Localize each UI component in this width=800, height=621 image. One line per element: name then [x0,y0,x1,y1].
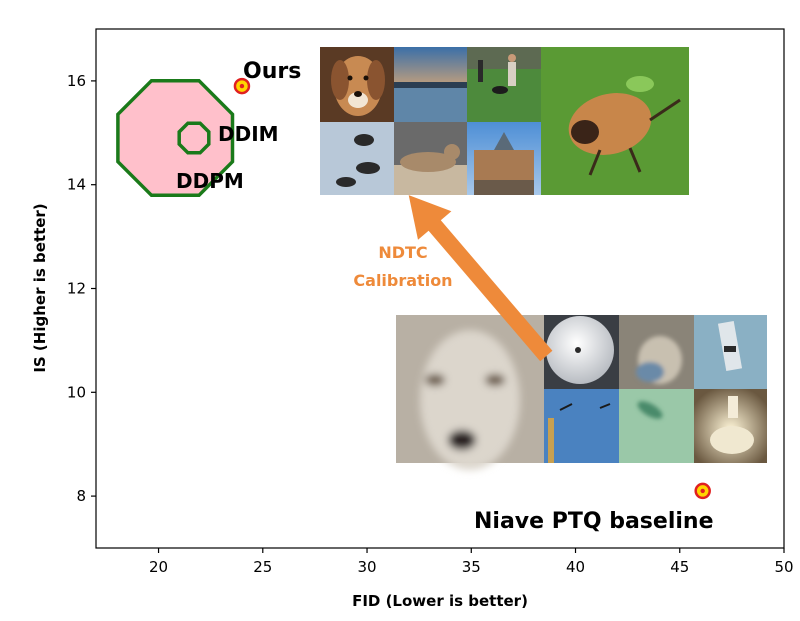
x-axis: 20 25 30 35 40 45 50 [149,548,794,576]
x-tick-label: 25 [253,558,272,576]
label-calibration: Calibration [353,271,452,290]
image-seal [394,122,467,195]
image-lake-sunset [394,47,467,122]
image-building [467,122,541,195]
label-ptq-baseline: Niave PTQ baseline [474,509,714,534]
image-bug-on-grass [541,47,689,195]
image-dog [320,47,394,122]
x-tick-label: 50 [774,558,793,576]
inset-image-grid-top [320,47,689,195]
y-tick-label: 8 [76,487,86,505]
y-axis: 8 10 12 14 16 [67,72,96,505]
ddim-octagon-marker [177,121,211,155]
y-tick-label: 14 [67,176,86,194]
image-lamp [694,389,767,463]
y-tick-label: 12 [67,280,86,298]
label-ours: Ours [243,59,301,84]
image-ball [544,315,619,389]
image-green-blur [619,389,694,463]
image-blurry-animal [619,315,694,389]
label-ddpm: DDPM [176,169,244,193]
x-axis-title: FID (Lower is better) [352,592,528,610]
image-field-people [467,47,541,122]
y-tick-label: 10 [67,383,86,401]
x-tick-label: 35 [462,558,481,576]
image-device [694,315,767,389]
x-tick-label: 40 [566,558,585,576]
label-ndtc: NDTC [378,243,427,262]
image-birds [320,122,394,195]
image-sky-birds [544,389,619,463]
image-blurry-dog [396,315,544,470]
ring-marker-center [700,488,705,494]
ours-point [233,77,251,95]
x-tick-label: 45 [670,558,689,576]
x-tick-label: 30 [357,558,376,576]
y-axis-title: IS (Higher is better) [31,203,49,372]
x-tick-label: 20 [149,558,168,576]
label-ddim: DDIM [218,122,279,146]
y-tick-label: 16 [67,72,86,90]
ring-marker-center [239,83,245,89]
ptq-baseline-point [694,482,711,500]
inset-image-grid-bottom [396,315,767,470]
ddpm-octagon-marker [116,78,235,198]
calibration-arrow [408,195,553,362]
